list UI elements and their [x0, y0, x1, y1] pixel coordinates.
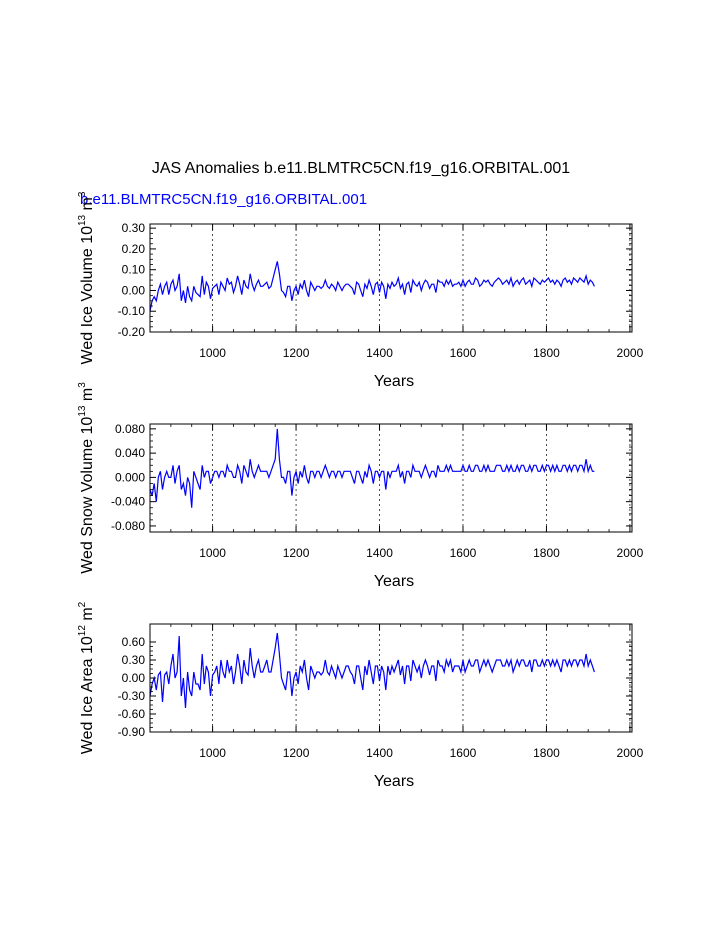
ice-volume-series-line: [149, 261, 595, 312]
snow-volume-ylabel-unit: m: [79, 388, 96, 406]
ice-area-xtick-label-2: 1400: [366, 746, 393, 760]
figure-subtitle: b.e11.BLMTRC5CN.f19_g16.ORBITAL.001: [80, 191, 367, 208]
ice-area-ytick-label-3: 0.00: [122, 671, 146, 685]
snow-volume-ytick-label-1: -0.040: [111, 495, 145, 509]
ice-area-ylabel-main: Wed Ice Area 10: [79, 636, 96, 754]
snow-volume-ylabel-main: Wed Snow Volume 10: [79, 417, 96, 574]
snow-volume-xtick-label-0: 1000: [199, 546, 226, 560]
ice-area-ytick-label-2: -0.30: [118, 689, 146, 703]
ice-area-xtick-label-3: 1600: [450, 746, 477, 760]
ice-area-series-line: [149, 632, 595, 709]
snow-volume-series-line: [149, 428, 595, 508]
ice-volume-ytick-label-5: 0.30: [122, 221, 146, 235]
ice-volume-ytick-label-4: 0.20: [122, 242, 146, 256]
ice-volume-ylabel-unit: m: [79, 197, 96, 215]
snow-volume-ytick-label-3: 0.040: [115, 446, 145, 460]
snow-volume-xtick-label-3: 1600: [450, 546, 477, 560]
ice-area-xlabel: Years: [374, 773, 414, 790]
ice-volume-ytick-label-2: 0.00: [122, 283, 146, 297]
ice-area-ylabel-unit-exp: 2: [77, 601, 88, 607]
ice-volume-xtick-label-2: 1400: [366, 346, 393, 360]
ice-area-ytick-label-4: 0.30: [122, 653, 146, 667]
ice-volume-xtick-label-1: 1200: [283, 346, 310, 360]
ice-volume-ytick-label-0: -0.20: [118, 325, 146, 339]
ice-area-ylabel-exp: 12: [77, 625, 88, 637]
ice-area-ytick-label-0: -0.90: [118, 725, 146, 739]
snow-volume-ytick-label-0: -0.080: [111, 519, 145, 533]
ice-area-xtick-label-5: 2000: [617, 746, 644, 760]
figure-title: JAS Anomalies b.e11.BLMTRC5CN.f19_g16.OR…: [152, 160, 570, 177]
ice-area-ylabel-unit: m: [79, 607, 96, 625]
ice-area-xtick-label-4: 1800: [533, 746, 560, 760]
snow-volume-panel: -0.080 -0.040 0.000 0.040 0.080 1000 1200 1400 1…: [77, 382, 644, 590]
ice-volume-xtick-label-5: 2000: [617, 346, 644, 360]
ice-area-ytick-label-1: -0.60: [118, 707, 146, 721]
snow-volume-xtick-label-4: 1800: [533, 546, 560, 560]
snow-volume-xtick-label-2: 1400: [366, 546, 393, 560]
ice-volume-ylabel-main: Wed Ice Volume 10: [79, 226, 96, 365]
ice-area-ylabel: Wed Ice Area 1012 m2: [77, 601, 96, 754]
ice-volume-panel: -0.20 -0.10 0.00 0.10 0.20 0.30 1000 1200 1400 16…: [77, 191, 644, 390]
snow-volume-xtick-label-5: 2000: [617, 546, 644, 560]
snow-volume-xlabel: Years: [374, 573, 414, 590]
ice-volume-xtick-label-3: 1600: [450, 346, 477, 360]
ice-area-panel: -0.90 -0.60 -0.30 0.00 0.30 0.60 1000 1200 1400 1…: [77, 601, 644, 790]
ice-volume-xlabel: Years: [374, 373, 414, 390]
ice-area-ytick-label-5: 0.60: [122, 635, 146, 649]
ice-volume-plot-frame: [149, 223, 633, 333]
snow-volume-ytick-label-4: 0.080: [115, 422, 145, 436]
ice-volume-ylabel: Wed Ice Volume 1013 m3: [77, 191, 96, 364]
ice-area-plot-frame: [149, 623, 633, 733]
ice-volume-xtick-label-0: 1000: [199, 346, 226, 360]
snow-volume-plot-frame: [149, 423, 633, 533]
snow-volume-ytick-label-2: 0.000: [115, 470, 145, 484]
ice-area-xtick-label-1: 1200: [283, 746, 310, 760]
ice-area-xtick-label-0: 1000: [199, 746, 226, 760]
ice-volume-ytick-label-3: 0.10: [122, 263, 146, 277]
ice-volume-ytick-label-1: -0.10: [118, 304, 146, 318]
snow-volume-ylabel: Wed Snow Volume 1013 m3: [77, 382, 96, 574]
ice-volume-xtick-label-4: 1800: [533, 346, 560, 360]
snow-volume-ylabel-unit-exp: 3: [77, 382, 88, 388]
ice-volume-ylabel-unit-exp: 3: [77, 191, 88, 197]
snow-volume-xtick-label-1: 1200: [283, 546, 310, 560]
ice-volume-ylabel-exp: 13: [77, 214, 88, 226]
snow-volume-ylabel-exp: 13: [77, 405, 88, 417]
